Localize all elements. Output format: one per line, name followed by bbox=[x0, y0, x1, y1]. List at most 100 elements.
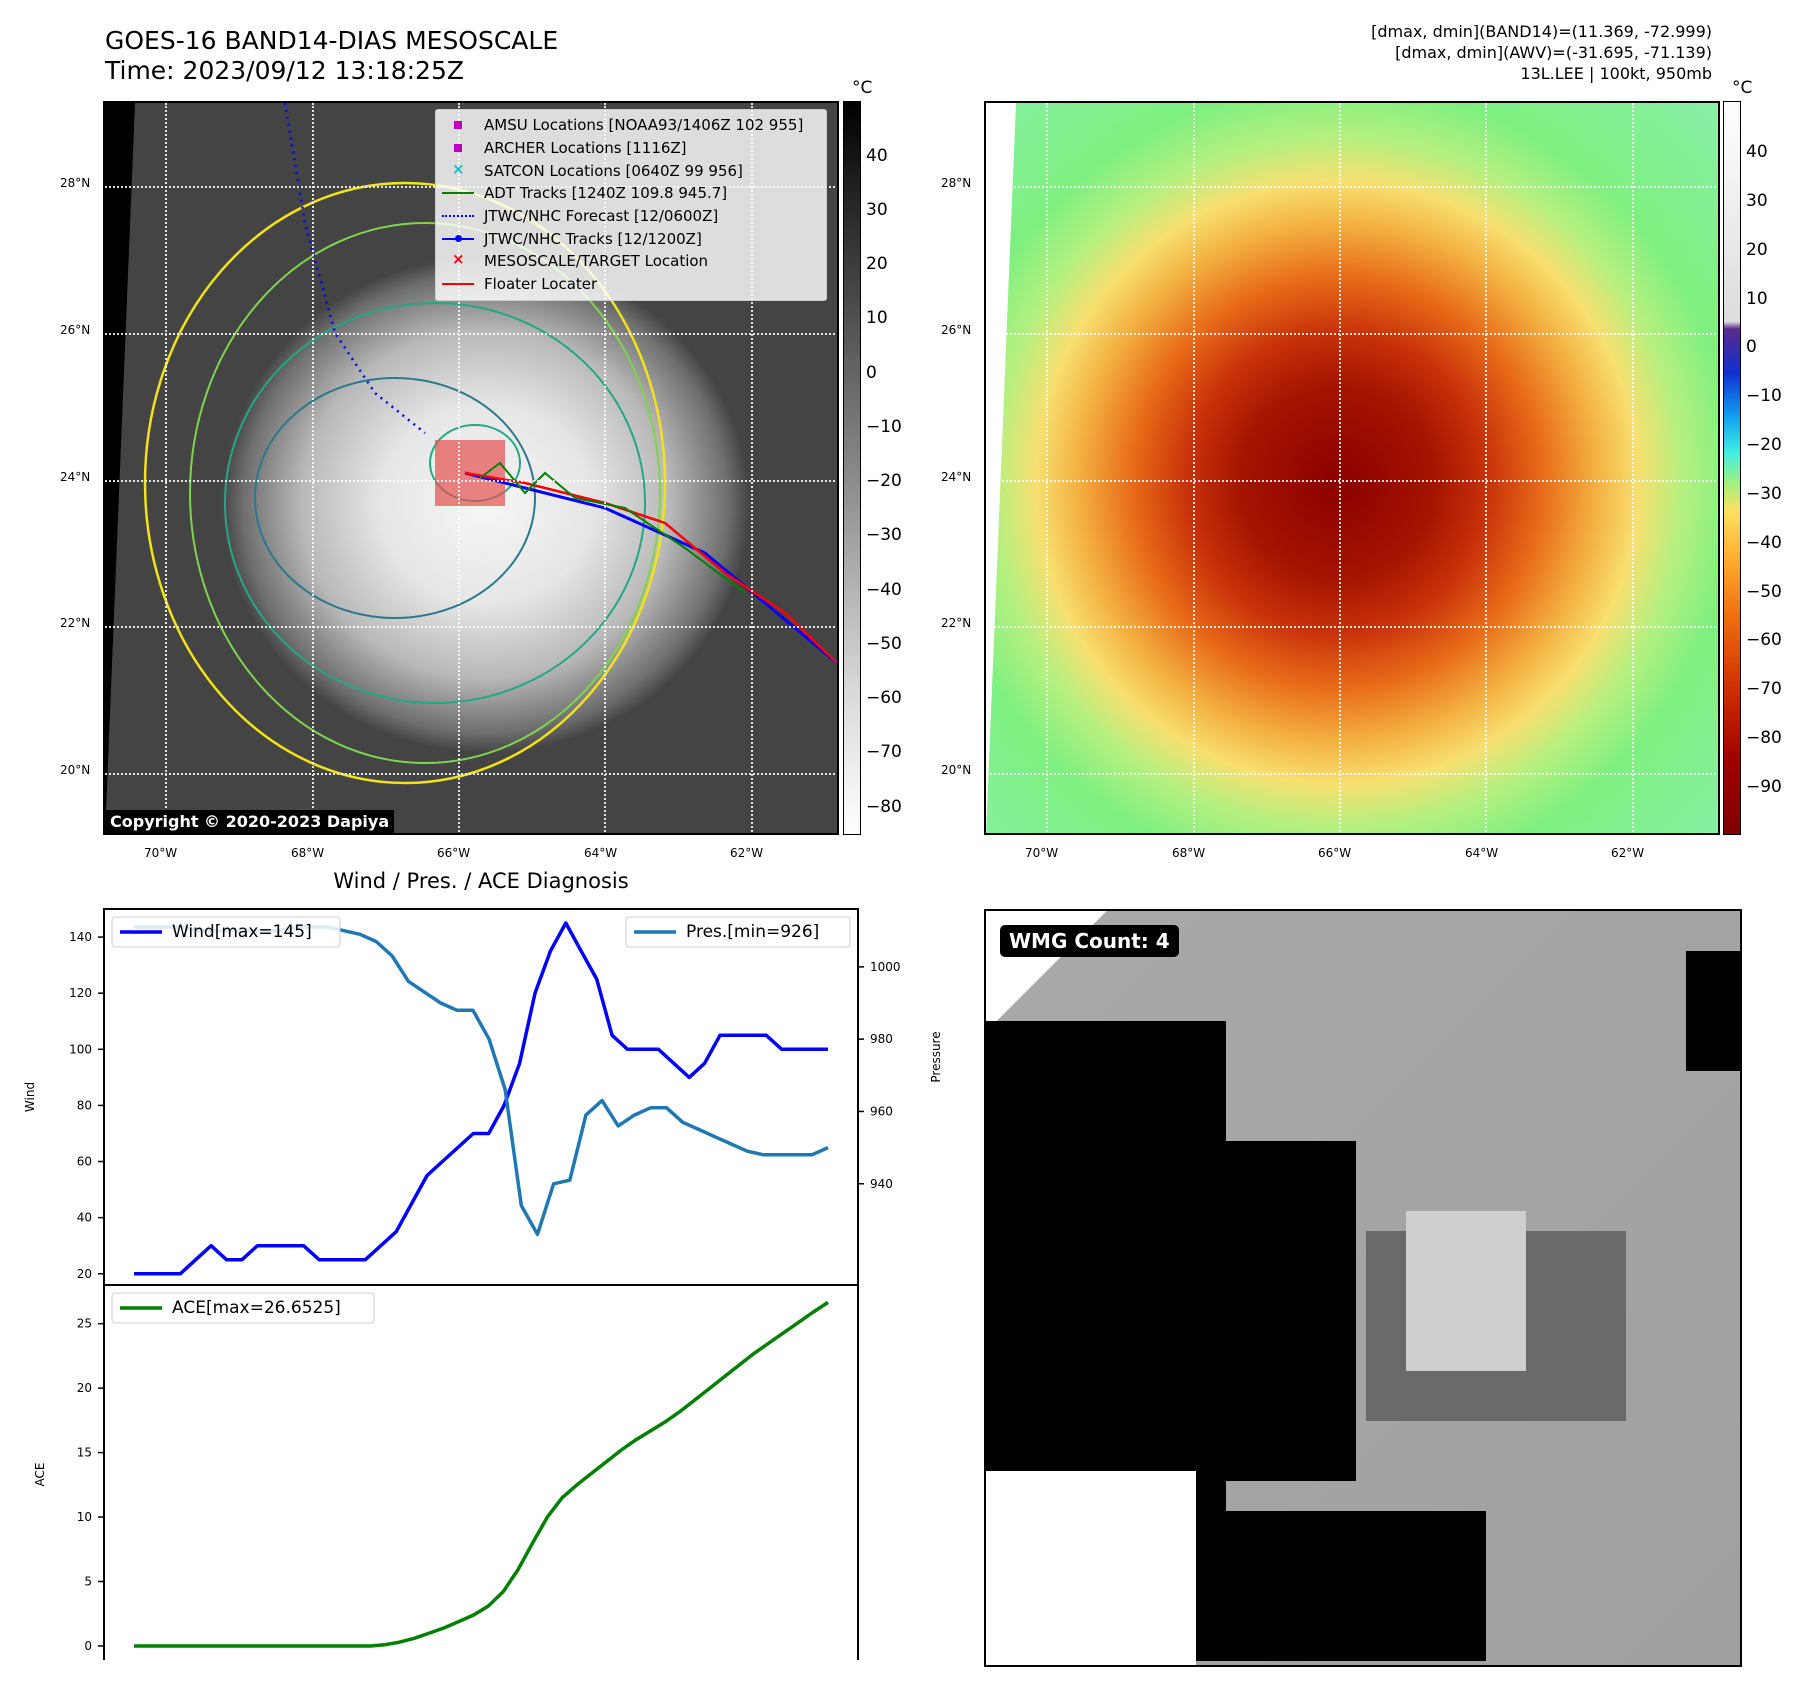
wind-series-line bbox=[134, 921, 828, 1276]
wv-gridline-26n bbox=[986, 333, 1718, 335]
pressure-series-line bbox=[134, 925, 829, 1237]
gridline-62w bbox=[751, 103, 753, 833]
colorbar-wv-unit: °C bbox=[1732, 78, 1753, 98]
legend-adt: ADT Tracks [1240Z 109.8 945.7] bbox=[442, 182, 820, 205]
wmg-dark-region-3 bbox=[1186, 1511, 1486, 1661]
wmg-dark-region-2 bbox=[1166, 1141, 1356, 1481]
legend-archer: ARCHER Locations [1116Z] bbox=[442, 137, 820, 160]
wv-gridline-64w bbox=[1485, 103, 1487, 833]
wmg-count-badge: WMG Count: 4 bbox=[1000, 925, 1179, 957]
wind-pressure-axes bbox=[103, 908, 859, 1286]
wv-lon-label-64w: 64°W bbox=[1465, 846, 1499, 860]
wv-lon-label-70w: 70°W bbox=[1025, 846, 1059, 860]
ace-tick-label: 10 bbox=[77, 1510, 92, 1524]
wv-gridline-24n bbox=[986, 480, 1718, 482]
ace-tick-label: 5 bbox=[84, 1574, 92, 1588]
right-missing-data-wedge bbox=[986, 103, 1016, 833]
colorbar-ir bbox=[843, 101, 861, 835]
wv-lat-label-24n: 24°N bbox=[941, 470, 972, 484]
wv-map-panel bbox=[984, 101, 1720, 835]
wind-tick-label: 120 bbox=[69, 986, 92, 1000]
legend-jtwc-tracks: JTWC/NHC Tracks [12/1200Z] bbox=[442, 227, 820, 250]
wmg-eye-region bbox=[1406, 1211, 1526, 1371]
ace-tick-label: 20 bbox=[77, 1381, 92, 1395]
diagnosis-charts: Wind / Pres. / ACE Diagnosis204060801001… bbox=[23, 869, 943, 1660]
colorbar-wv bbox=[1723, 101, 1741, 835]
gridline-22n bbox=[105, 626, 837, 628]
wv-gridline-68w bbox=[1193, 103, 1195, 833]
legend-jtwc-forecast: JTWC/NHC Forecast [12/0600Z] bbox=[442, 205, 820, 228]
pressure-legend-box bbox=[625, 916, 851, 948]
wmg-dark-corner bbox=[1686, 951, 1740, 1071]
ace-series-line bbox=[134, 1300, 829, 1648]
pressure-axis-label: Pressure bbox=[929, 1031, 943, 1082]
lat-label-26n: 26°N bbox=[60, 323, 91, 337]
ace-legend-box bbox=[111, 1292, 375, 1324]
wv-gridline-66w bbox=[1339, 103, 1341, 833]
lon-label-62w: 62°W bbox=[730, 846, 764, 860]
legend-mesoscale-target: × MESOSCALE/TARGET Location bbox=[452, 250, 709, 271]
wind-tick-label: 140 bbox=[69, 930, 92, 944]
ir-map-panel: AMSU Locations [NOAA93/1406Z 102 955] AR… bbox=[103, 101, 839, 835]
wv-lon-label-66w: 66°W bbox=[1318, 846, 1352, 860]
wind-tick-label: 40 bbox=[77, 1211, 92, 1225]
legend-satcon: × SATCON Locations [0640Z 99 956] bbox=[452, 159, 743, 180]
storm-info: 13L.LEE | 100kt, 950mb bbox=[1520, 64, 1712, 83]
wv-lat-label-20n: 20°N bbox=[941, 763, 972, 777]
ace-tick-label: 15 bbox=[77, 1446, 92, 1460]
figure-title: GOES-16 BAND14-DIAS MESOSCALE bbox=[105, 26, 559, 55]
lon-label-68w: 68°W bbox=[291, 846, 325, 860]
ace-axis-label: ACE bbox=[33, 1463, 47, 1487]
lon-label-70w: 70°W bbox=[144, 846, 178, 860]
wv-gridline-62w bbox=[1632, 103, 1634, 833]
left-missing-data-wedge bbox=[105, 103, 135, 833]
pressure-tick-label: 1000 bbox=[870, 960, 901, 974]
ace-tick-label: 0 bbox=[84, 1639, 92, 1653]
gridline-24n bbox=[105, 480, 837, 482]
pressure-tick-label: 980 bbox=[870, 1032, 893, 1046]
wind-tick-label: 20 bbox=[77, 1267, 92, 1281]
wmg-white-region bbox=[986, 1471, 1196, 1665]
pressure-tick-label: 960 bbox=[870, 1104, 893, 1118]
lat-label-24n: 24°N bbox=[60, 470, 91, 484]
wv-lon-label-68w: 68°W bbox=[1172, 846, 1206, 860]
lat-label-22n: 22°N bbox=[60, 616, 91, 630]
ir-contours bbox=[143, 103, 837, 785]
legend-floater: Floater Locater bbox=[442, 273, 820, 296]
wind-tick-label: 100 bbox=[69, 1042, 92, 1056]
wv-lat-label-26n: 26°N bbox=[941, 323, 972, 337]
wind-axis-label: Wind bbox=[23, 1082, 37, 1112]
wv-lat-label-28n: 28°N bbox=[941, 176, 972, 190]
colorbar-ir-unit: °C bbox=[852, 78, 873, 98]
band14-range: [dmax, dmin](BAND14)=(11.369, -72.999) bbox=[1371, 22, 1712, 41]
lat-label-20n: 20°N bbox=[60, 763, 91, 777]
copyright-badge: Copyright © 2020-2023 Dapiya bbox=[105, 810, 395, 833]
gridline-68w bbox=[312, 103, 314, 833]
legend-amsu: AMSU Locations [NOAA93/1406Z 102 955] bbox=[442, 114, 820, 137]
wv-gridline-22n bbox=[986, 626, 1718, 628]
wv-gridline-20n bbox=[986, 773, 1718, 775]
pressure-legend-label: Pres.[min=926] bbox=[686, 922, 819, 942]
wind-tick-label: 80 bbox=[77, 1098, 92, 1112]
lon-label-66w: 66°W bbox=[437, 846, 471, 860]
wv-gridline-70w bbox=[1046, 103, 1048, 833]
map-legend: AMSU Locations [NOAA93/1406Z 102 955] AR… bbox=[435, 109, 827, 301]
gridline-64w bbox=[604, 103, 606, 833]
ace-legend-label: ACE[max=26.6525] bbox=[172, 1298, 341, 1318]
lat-label-28n: 28°N bbox=[60, 176, 91, 190]
ace-axes bbox=[103, 1284, 859, 1660]
awv-range: [dmax, dmin](AWV)=(-31.695, -71.139) bbox=[1395, 43, 1712, 62]
wv-lon-label-62w: 62°W bbox=[1611, 846, 1645, 860]
gridline-20n bbox=[105, 773, 837, 775]
wind-legend-box bbox=[111, 916, 341, 948]
wind-legend-label: Wind[max=145] bbox=[172, 922, 312, 942]
wind-tick-label: 60 bbox=[77, 1155, 92, 1169]
figure-time: Time: 2023/09/12 13:18:25Z bbox=[105, 56, 464, 85]
gridline-26n bbox=[105, 333, 837, 335]
wv-lat-label-22n: 22°N bbox=[941, 616, 972, 630]
diagnosis-title: Wind / Pres. / ACE Diagnosis bbox=[333, 869, 628, 893]
lon-label-64w: 64°W bbox=[584, 846, 618, 860]
gridline-70w bbox=[165, 103, 167, 833]
pressure-tick-label: 940 bbox=[870, 1177, 893, 1191]
wmg-panel: WMG Count: 4 bbox=[984, 909, 1742, 1667]
